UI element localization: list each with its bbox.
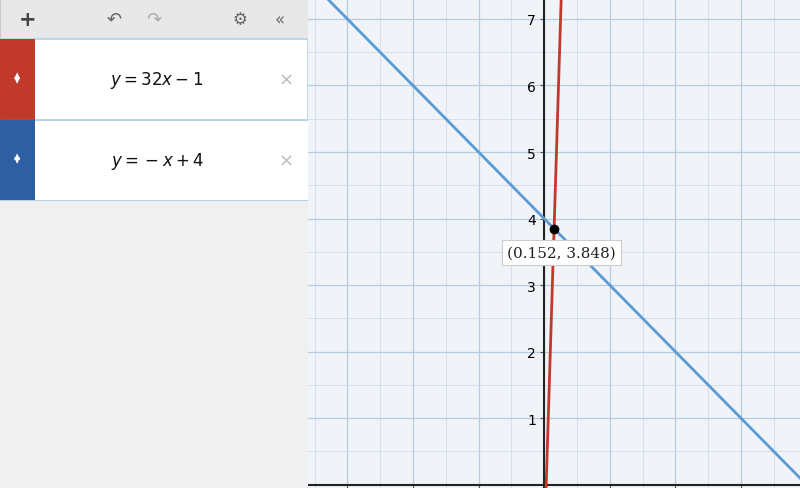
Text: ↶: ↶ [106,11,122,29]
Text: ↷: ↷ [146,11,162,29]
Text: ▾: ▾ [14,74,21,87]
Text: ▴: ▴ [14,69,21,82]
Text: $y = 32x - 1$: $y = 32x - 1$ [110,70,204,91]
Text: ⚙: ⚙ [233,11,248,29]
Text: +: + [19,10,37,30]
FancyBboxPatch shape [0,121,35,201]
Text: ×: × [279,71,294,89]
Text: (0.152, 3.848): (0.152, 3.848) [507,246,616,260]
Text: «: « [275,11,286,29]
FancyBboxPatch shape [0,40,35,121]
FancyBboxPatch shape [0,121,308,201]
FancyBboxPatch shape [0,0,308,40]
Text: $y = -x + 4$: $y = -x + 4$ [110,150,203,171]
Text: ▾: ▾ [14,154,21,167]
Text: ×: × [279,152,294,170]
Text: ▴: ▴ [14,149,21,163]
FancyBboxPatch shape [0,40,308,121]
